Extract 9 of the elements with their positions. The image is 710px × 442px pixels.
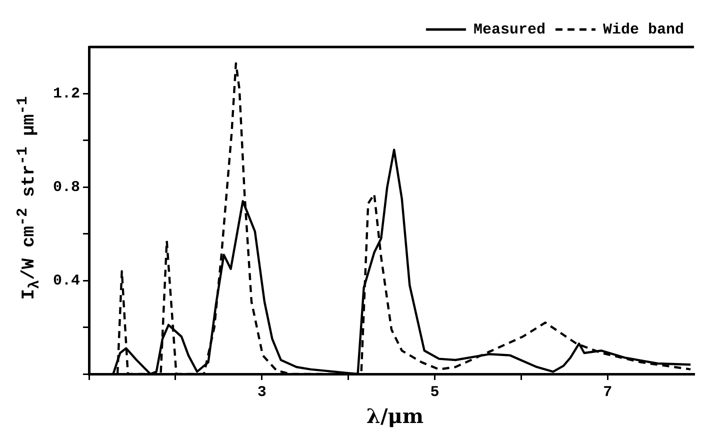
y-tick-label: 0.8 bbox=[52, 178, 80, 196]
legend-label: Measured bbox=[473, 21, 546, 38]
x-tick-label: 3 bbox=[257, 384, 266, 401]
x-tick-label: 5 bbox=[430, 384, 440, 401]
legend-label: Wide band bbox=[602, 21, 684, 38]
y-tick-label: 1.2 bbox=[52, 85, 80, 102]
x-axis-title: λ/μm bbox=[365, 404, 425, 428]
x-tick-label: 7 bbox=[603, 384, 612, 401]
y-tick-label: 0.4 bbox=[52, 272, 80, 290]
